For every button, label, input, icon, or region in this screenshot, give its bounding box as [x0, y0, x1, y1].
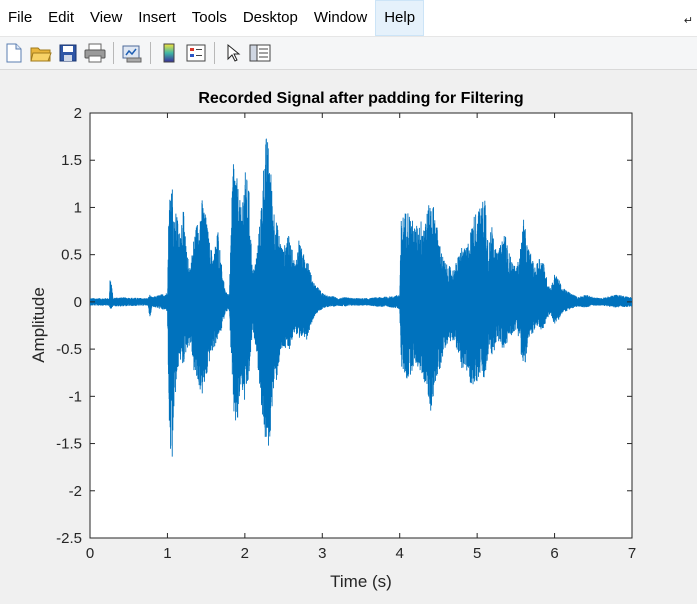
menu-help[interactable]: Help — [375, 0, 425, 36]
signal-line — [90, 138, 632, 457]
save-icon[interactable] — [56, 41, 80, 65]
menu-bar: File Edit View Insert Tools Desktop Window Help — [0, 0, 697, 37]
toolbar-separator — [214, 42, 215, 64]
edit-plot-pointer-icon[interactable] — [221, 41, 245, 65]
x-tick-label: 6 — [550, 545, 558, 562]
print-icon[interactable] — [83, 41, 107, 65]
toolbar-separator — [113, 42, 114, 64]
insert-legend-icon[interactable] — [184, 41, 208, 65]
x-tick-label: 3 — [318, 545, 326, 562]
property-inspector-icon[interactable] — [248, 41, 272, 65]
y-tick-label: 0 — [74, 294, 82, 311]
signal-waveform — [90, 138, 632, 457]
axis-ticks: 0 1 2 3 4 5 6 7 2 1.5 1 0.5 0 -0.5 -1 -1.5 -2 -2.5 — [56, 105, 636, 562]
y-tick-label: -1.5 — [56, 436, 82, 453]
x-tick-label: 2 — [241, 545, 249, 562]
y-tick-label: -2.5 — [56, 530, 82, 547]
plot-title: Recorded Signal after padding for Filter… — [198, 90, 523, 107]
menu-insert[interactable]: Insert — [138, 9, 176, 26]
x-tick-label: 1 — [163, 545, 171, 562]
y-tick-label: -1 — [69, 388, 82, 405]
menu-file[interactable]: File — [8, 9, 33, 26]
x-tick-label: 4 — [396, 545, 404, 562]
x-tick-label: 5 — [473, 545, 481, 562]
new-figure-icon[interactable] — [2, 41, 26, 65]
figure-window: 0 1 2 3 4 5 6 7 2 1.5 1 0.5 0 -0.5 -1 -1.5 -2 -2.5 Record… — [0, 70, 697, 599]
x-tick-label: 7 — [628, 545, 636, 562]
y-tick-label: 1 — [74, 199, 82, 216]
menu-view[interactable]: View — [90, 9, 123, 26]
y-tick-label: -2 — [69, 483, 82, 500]
menu-window[interactable]: Window — [313, 9, 368, 26]
menu-tools[interactable]: Tools — [191, 9, 227, 26]
y-axis-label: Amplitude — [29, 287, 48, 363]
toolbar-separator — [150, 42, 151, 64]
insert-colorbar-icon[interactable] — [157, 41, 181, 65]
x-tick-label: 0 — [86, 545, 94, 562]
menu-desktop[interactable]: Desktop — [242, 9, 298, 26]
y-tick-label: -0.5 — [56, 341, 82, 358]
menu-edit[interactable]: Edit — [48, 9, 75, 26]
plot-canvas: 0 1 2 3 4 5 6 7 2 1.5 1 0.5 0 -0.5 -1 -1.5 -2 -2.5 Record… — [29, 90, 636, 591]
y-tick-label: 1.5 — [61, 152, 82, 169]
y-tick-label: 0.5 — [61, 247, 82, 264]
figure-toolbar — [0, 37, 697, 70]
open-file-icon[interactable] — [29, 41, 53, 65]
link-plot-icon[interactable] — [120, 41, 144, 65]
x-axis-label: Time (s) — [330, 572, 392, 591]
y-tick-label: 2 — [74, 105, 82, 122]
dock-figure-icon[interactable]: ↵ — [683, 15, 693, 27]
